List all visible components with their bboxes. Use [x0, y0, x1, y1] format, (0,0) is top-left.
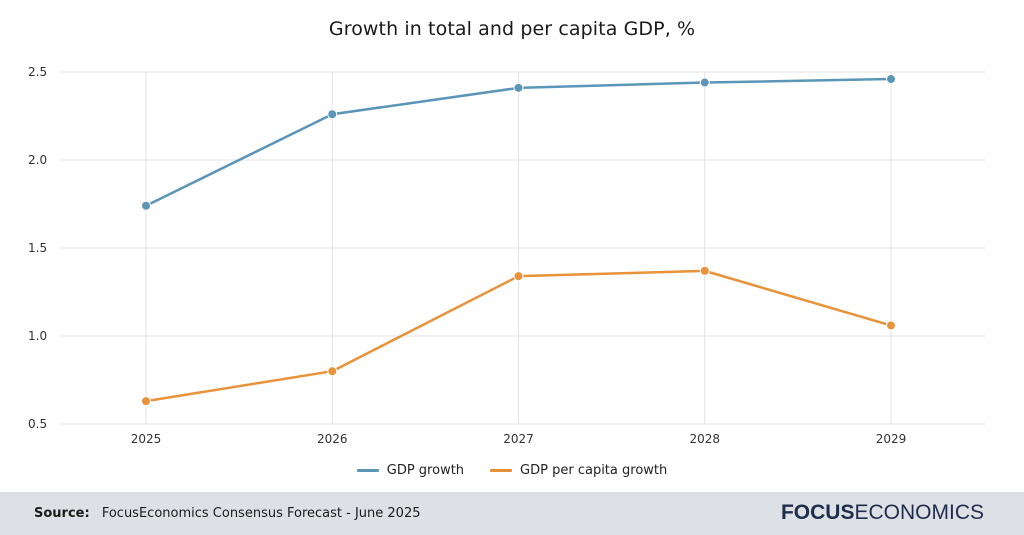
- source-label: Source:: [34, 506, 90, 521]
- data-point[interactable]: [327, 109, 338, 120]
- data-point[interactable]: [327, 366, 338, 377]
- footer-bar: Source: FocusEconomics Consensus Forecas…: [0, 492, 1024, 535]
- series-lines: [141, 74, 896, 407]
- data-point[interactable]: [699, 77, 710, 88]
- data-point[interactable]: [141, 396, 151, 407]
- legend-item-gdp-growth[interactable]: GDP growth: [356, 463, 465, 478]
- legend: GDP growth GDP per capita growth: [0, 463, 1024, 478]
- legend-swatch-gdp-growth: [356, 469, 379, 472]
- y-tick-label: 2.5: [28, 65, 47, 79]
- line-chart: 0.5 1.0 1.5 2.0 2.5 2025 2026 2027 2028 2029: [28, 65, 985, 446]
- x-tick-label: 2029: [876, 432, 907, 446]
- x-tick-label: 2028: [689, 432, 720, 446]
- data-point[interactable]: [886, 74, 896, 85]
- data-point[interactable]: [513, 271, 524, 282]
- y-tick-label: 2.0: [28, 153, 47, 167]
- data-point[interactable]: [513, 82, 524, 93]
- brand-logo: FOCUSECONOMICS: [781, 501, 984, 525]
- legend-label-gdp-growth: GDP growth: [386, 463, 465, 478]
- grid: [60, 71, 985, 425]
- data-point[interactable]: [141, 200, 151, 211]
- x-tick-label: 2025: [131, 432, 162, 446]
- y-tick-label: 0.5: [28, 417, 47, 431]
- legend-item-gdp-per-capita-growth[interactable]: GDP per capita growth: [490, 463, 667, 478]
- x-tick-label: 2026: [317, 432, 348, 446]
- legend-swatch-gdp-per-capita-growth: [490, 469, 513, 472]
- source-note: Source: FocusEconomics Consensus Forecas…: [34, 506, 420, 521]
- logo-focus-text: FOCUS: [780, 501, 855, 524]
- data-point[interactable]: [699, 265, 710, 276]
- y-tick-label: 1.0: [28, 329, 47, 343]
- chart-title: Growth in total and per capita GDP, %: [328, 18, 696, 40]
- data-point[interactable]: [886, 320, 896, 331]
- y-tick-label: 1.5: [28, 241, 47, 255]
- logo-economics-text: ECONOMICS: [854, 501, 984, 524]
- x-tick-label: 2027: [503, 432, 534, 446]
- legend-label-gdp-per-capita-growth: GDP per capita growth: [520, 463, 668, 478]
- source-text: FocusEconomics Consensus Forecast - June…: [101, 506, 421, 521]
- axis-ticks: 0.5 1.0 1.5 2.0 2.5 2025 2026 2027 2028 2029: [28, 65, 906, 446]
